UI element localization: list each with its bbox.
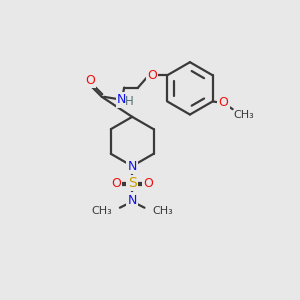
Text: CH₃: CH₃ xyxy=(92,206,112,216)
Text: N: N xyxy=(128,194,137,206)
Text: N: N xyxy=(128,160,137,172)
Text: O: O xyxy=(85,74,95,87)
Text: O: O xyxy=(143,177,153,190)
Text: CH₃: CH₃ xyxy=(233,110,254,120)
Text: N: N xyxy=(117,93,127,106)
Text: S: S xyxy=(128,176,136,190)
Text: CH₃: CH₃ xyxy=(152,206,173,216)
Text: O: O xyxy=(147,69,157,82)
Text: O: O xyxy=(218,97,228,110)
Text: O: O xyxy=(111,177,121,190)
Text: H: H xyxy=(125,95,134,108)
